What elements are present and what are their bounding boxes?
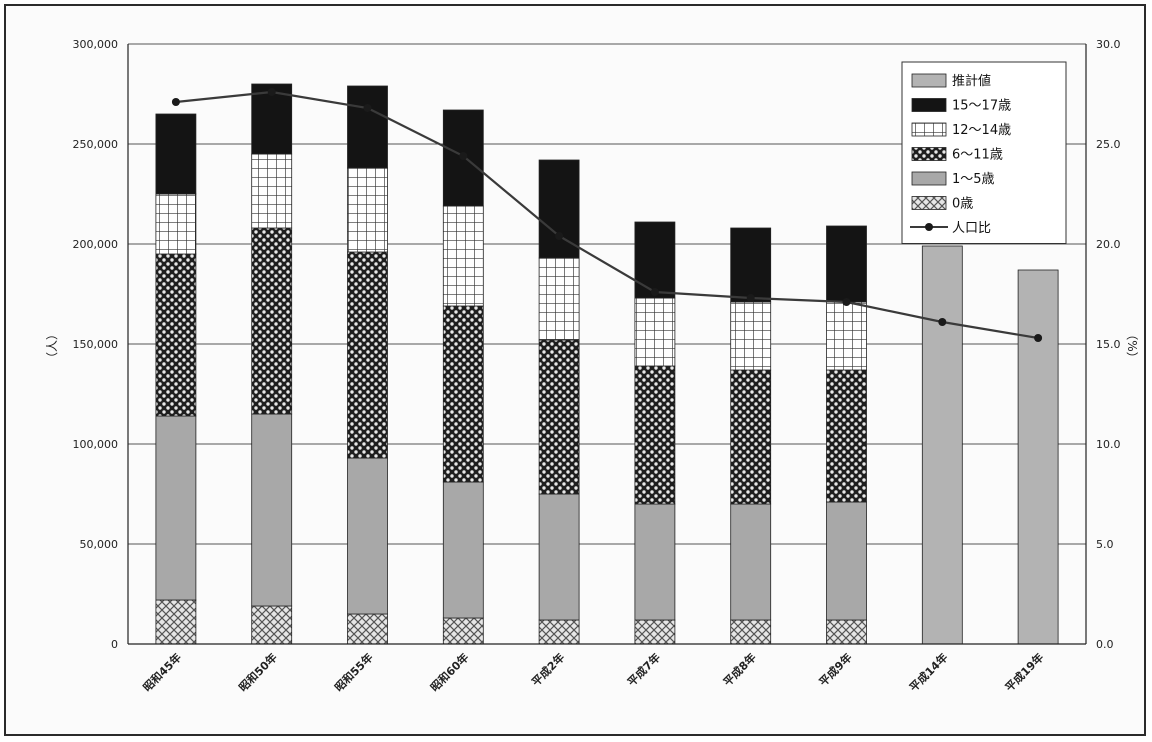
bar-segment [826, 501, 867, 621]
legend-swatch [911, 196, 947, 210]
bar-segment [634, 503, 676, 621]
right-tick-label: 20.0 [1096, 238, 1121, 251]
right-tick-label: 5.0 [1096, 538, 1114, 551]
line-point [650, 288, 659, 296]
chart-frame: 0 0.0 50,000 5.0 100,000 10.0 150,000 15.0 200,0… [4, 4, 1146, 736]
population-ratio-line [171, 88, 1043, 342]
category-label: 平成7年 [624, 650, 663, 689]
left-tick-label: 300,000 [73, 38, 119, 51]
bar-segment [730, 227, 772, 303]
bar-segment [442, 205, 484, 307]
category-label: 昭和50年 [236, 650, 280, 694]
bar-segment [347, 613, 388, 645]
line-point [363, 104, 372, 112]
bar-segment [634, 297, 676, 367]
left-tick-label: 100,000 [73, 438, 119, 451]
bar-segment [826, 369, 867, 503]
line-point [938, 318, 947, 326]
bar-segment [634, 221, 676, 299]
left-tick-label: 250,000 [73, 138, 119, 151]
right-tick-label: 10.0 [1096, 438, 1121, 451]
bar-segment [155, 193, 197, 255]
legend-label: 1～5歳 [952, 172, 995, 187]
bar-segment [634, 365, 676, 505]
left-axis-label: （人） [45, 328, 59, 364]
legend-label: 6～11歳 [952, 148, 1003, 163]
bar-segment [155, 113, 197, 195]
bar-segment [634, 619, 676, 645]
bar-segment [251, 227, 293, 415]
legend-swatch [911, 98, 947, 112]
bar-segment [538, 493, 580, 621]
category-label: 昭和45年 [140, 650, 184, 694]
legend-swatch [911, 122, 947, 137]
left-tick-label: 50,000 [80, 538, 119, 551]
bar-segment [538, 339, 580, 495]
legend-label: 12～14歳 [952, 123, 1011, 138]
line-point [842, 298, 851, 306]
bar-segment [442, 481, 484, 619]
right-tick-label: 25.0 [1096, 138, 1121, 151]
bar-segment [155, 599, 197, 645]
right-tick-label: 30.0 [1096, 38, 1121, 51]
bar-segment [251, 153, 293, 229]
bars [155, 83, 1059, 645]
category-label: 平成19年 [1002, 650, 1046, 694]
bar-segment [538, 257, 580, 341]
legend-label: 15～17歳 [952, 99, 1011, 114]
category-label: 平成9年 [816, 650, 855, 689]
category-label: 平成8年 [720, 650, 759, 689]
bar-segment [538, 619, 580, 645]
line-point [746, 294, 755, 302]
line-point [555, 232, 564, 240]
bar-segment [347, 85, 388, 169]
bar-segment [538, 159, 580, 259]
legend-swatch [911, 171, 947, 186]
category-label: 平成14年 [906, 650, 950, 694]
category-label: 昭和55年 [332, 650, 376, 694]
bar-segment [347, 251, 388, 459]
bar-segment [347, 167, 388, 253]
bar-segment [442, 305, 484, 483]
category-label: 平成2年 [529, 650, 568, 689]
bar-segment [921, 245, 963, 645]
bar-segment [826, 301, 867, 371]
legend-swatch [911, 73, 947, 88]
right-axis-label: （%） [1125, 328, 1139, 363]
bar-segment [730, 503, 772, 621]
legend-label: 人口比 [952, 221, 991, 236]
bar-segment [251, 413, 293, 607]
bar-segment [155, 253, 197, 417]
line-point [267, 88, 276, 96]
legend-swatch [911, 147, 947, 161]
bar-segment [730, 369, 772, 505]
legend-line-marker [925, 223, 933, 231]
bar-segment [826, 225, 867, 303]
line-path [175, 90, 1039, 340]
chart: 0 0.0 50,000 5.0 100,000 10.0 150,000 15.0 200,0… [45, 38, 1139, 694]
legend-label: 推計値 [952, 73, 991, 89]
line-point [459, 152, 468, 160]
bar-segment [826, 619, 867, 645]
bar-segment [155, 415, 197, 601]
bar-segment [347, 457, 388, 615]
left-tick-label: 0 [111, 638, 118, 651]
left-tick-label: 200,000 [73, 238, 119, 251]
right-tick-label: 0.0 [1096, 638, 1114, 651]
bar-segment [730, 619, 772, 645]
bar-segment [442, 617, 484, 645]
line-point [171, 98, 180, 106]
bar-segment [730, 301, 772, 371]
legend-label: 0歳 [952, 197, 973, 212]
line-point [1034, 334, 1043, 342]
bar-segment [251, 605, 293, 645]
left-tick-label: 150,000 [73, 338, 119, 351]
bar-segment [1017, 269, 1059, 645]
category-label: 昭和60年 [427, 650, 471, 694]
right-tick-label: 15.0 [1096, 338, 1121, 351]
